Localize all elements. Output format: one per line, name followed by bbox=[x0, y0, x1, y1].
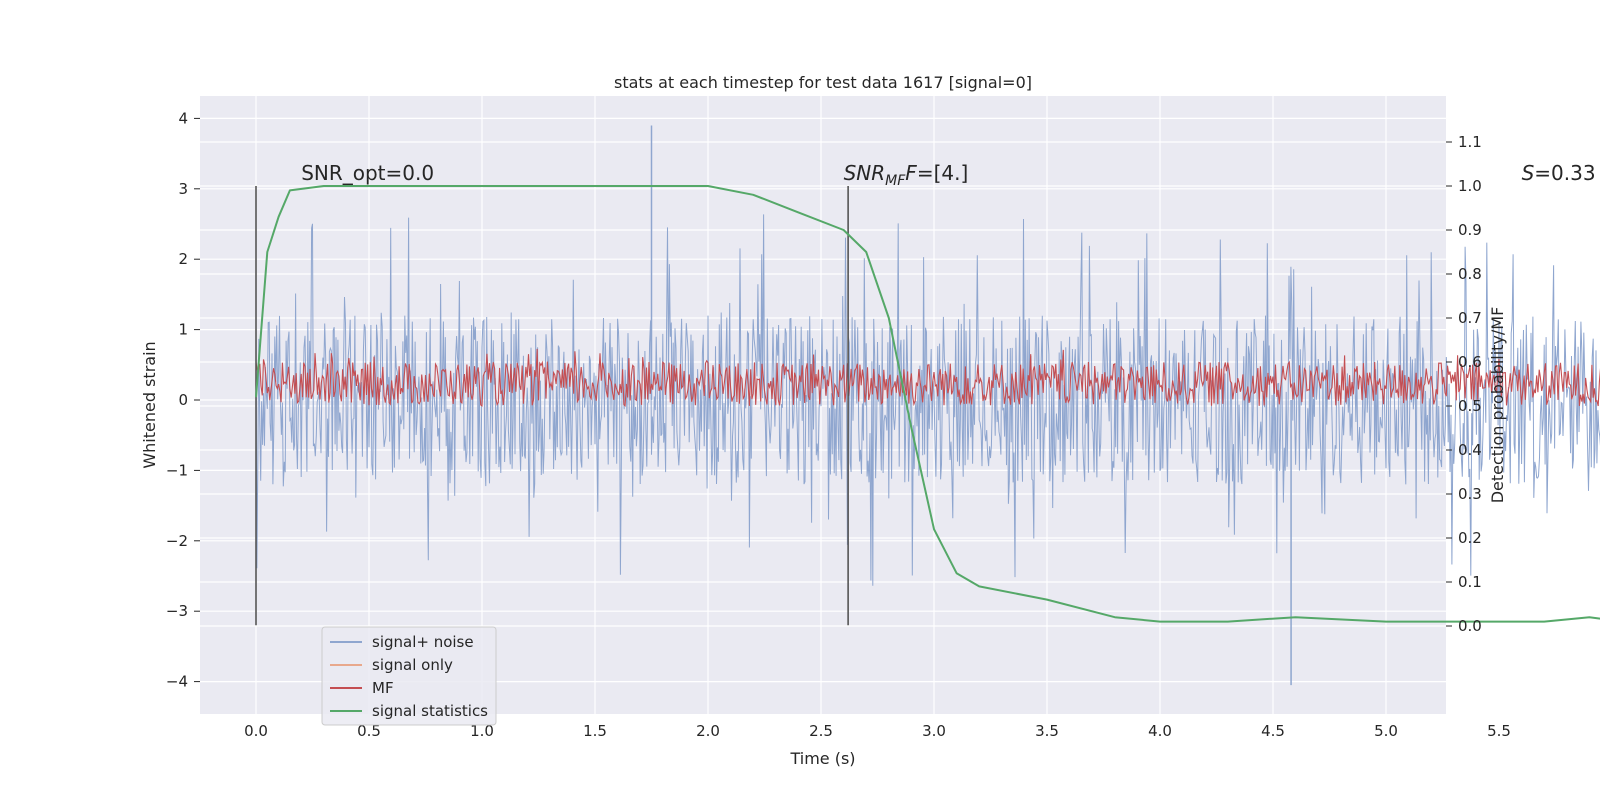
y-left-tick-label: 4 bbox=[178, 109, 188, 127]
annotation-0: SNR_opt=0.0 bbox=[301, 161, 434, 185]
y-axis-label-left: Whitened strain bbox=[140, 341, 159, 468]
y-right-tick-label: 1.0 bbox=[1458, 177, 1482, 195]
y-left-tick-label: 2 bbox=[178, 250, 188, 268]
y-right-tick-label: 0.9 bbox=[1458, 221, 1482, 239]
y-left-tick-label: −2 bbox=[166, 532, 188, 550]
legend-label-signal-noise: signal+ noise bbox=[372, 633, 474, 651]
y-right-tick-label: 0.8 bbox=[1458, 265, 1482, 283]
y-left-tick-labels: 4 3 2 1 0 −1 −2 −3 −4 bbox=[166, 109, 200, 691]
y-axis-label-right: Detection probability/MF bbox=[1488, 307, 1507, 504]
signal-statistics-series bbox=[255, 185, 1600, 623]
legend-label-signal-statistics: signal statistics bbox=[372, 702, 488, 720]
chart-title: stats at each timestep for test data 161… bbox=[614, 73, 1032, 92]
signal-noise-series bbox=[255, 125, 1600, 686]
annotation-2: S=0.33 bbox=[1522, 161, 1596, 185]
y-left-tick-label: 0 bbox=[178, 391, 188, 409]
y-right-tick-label: 0.4 bbox=[1458, 441, 1482, 459]
legend-label-mf: MF bbox=[372, 679, 394, 697]
y-left-tick-label: −1 bbox=[166, 461, 188, 479]
x-tick-label: 3.5 bbox=[1035, 722, 1059, 740]
y-right-tick-label: 0.3 bbox=[1458, 485, 1482, 503]
y-right-tick-label: 0.1 bbox=[1458, 573, 1482, 591]
mf-series bbox=[255, 348, 1600, 408]
signal-noise-line bbox=[255, 214, 1600, 586]
x-tick-label: 3.0 bbox=[922, 722, 946, 740]
y-right-tick-labels: 1.1 1.0 0.9 0.8 0.7 0.6 0.5 0.4 0.3 0.2 0.1 0.0 bbox=[1446, 133, 1482, 635]
legend: signal+ noise signal only MF signal stat… bbox=[321, 626, 497, 726]
x-tick-label: 5.5 bbox=[1487, 722, 1511, 740]
y-right-tick-label: 0.5 bbox=[1458, 397, 1482, 415]
x-tick-label: 1.0 bbox=[470, 722, 494, 740]
y-left-tick-label: 1 bbox=[178, 321, 188, 339]
x-tick-label: 0.0 bbox=[244, 722, 268, 740]
y-right-tick-label: 1.1 bbox=[1458, 133, 1482, 151]
x-axis-label: Time (s) bbox=[789, 749, 855, 768]
y-left-tick-label: −3 bbox=[166, 602, 188, 620]
x-tick-labels: 0.00.51.01.52.02.53.03.54.04.55.05.56.06… bbox=[244, 722, 1511, 740]
y-left-tick-label: −4 bbox=[166, 673, 188, 691]
x-tick-label: 4.0 bbox=[1148, 722, 1172, 740]
mf-line bbox=[255, 348, 1600, 408]
y-left-tick-label: 3 bbox=[178, 180, 188, 198]
signal-statistics-line bbox=[255, 185, 1600, 623]
y-right-tick-label: 0.0 bbox=[1458, 617, 1482, 635]
y-right-tick-label: 0.2 bbox=[1458, 529, 1482, 547]
x-tick-label: 2.0 bbox=[696, 722, 720, 740]
legend-box bbox=[321, 626, 497, 726]
annotation-1: SNRMFF=[4.] bbox=[844, 161, 969, 189]
y-right-tick-label: 0.6 bbox=[1458, 353, 1482, 371]
x-tick-label: 2.5 bbox=[809, 722, 833, 740]
legend-label-signal-only: signal only bbox=[372, 656, 453, 674]
x-tick-label: 4.5 bbox=[1261, 722, 1285, 740]
x-tick-label: 0.5 bbox=[357, 722, 381, 740]
x-tick-label: 5.0 bbox=[1374, 722, 1398, 740]
y-right-tick-label: 0.7 bbox=[1458, 309, 1482, 327]
vertical-markers bbox=[255, 186, 849, 626]
x-tick-label: 1.5 bbox=[583, 722, 607, 740]
